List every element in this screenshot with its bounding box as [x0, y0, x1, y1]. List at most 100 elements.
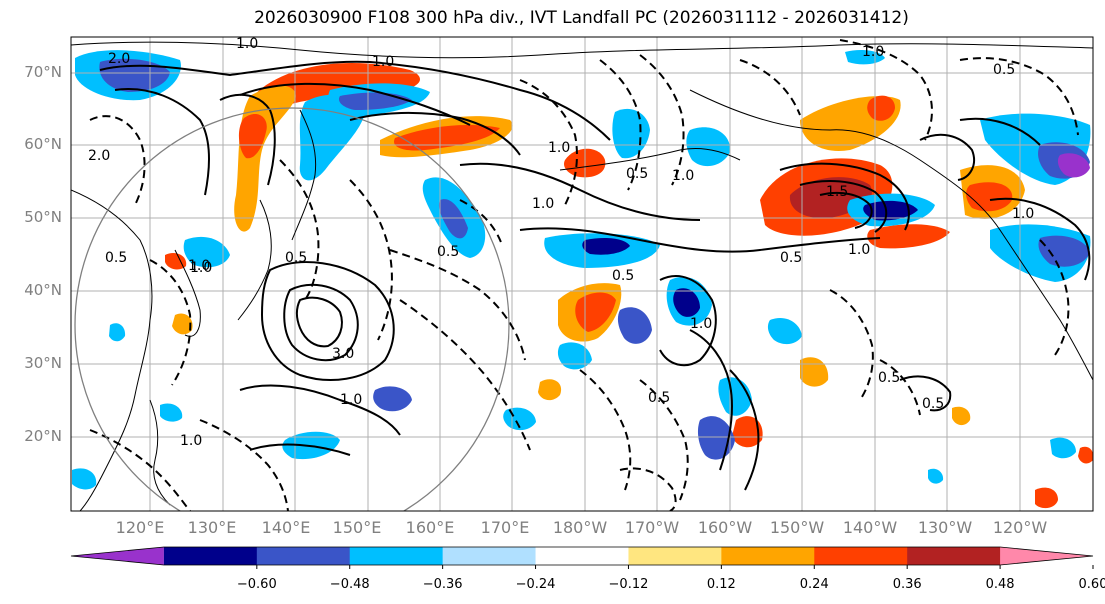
contour-solid: [99, 60, 611, 141]
longitude-label: 160°W: [697, 518, 753, 537]
shade-positive: [732, 416, 763, 448]
contour-dashed: [279, 159, 320, 301]
coastlines: [71, 41, 1093, 511]
contour-solid: [239, 82, 471, 126]
contour-solid: [260, 261, 395, 381]
colorbar-tick-label: 0.60: [1078, 577, 1105, 592]
longitude-label: 120°E: [115, 518, 165, 537]
colorbar-segment: [814, 547, 908, 565]
colorbar-tick-label: 0.12: [706, 577, 736, 592]
shade-negative: [1050, 437, 1076, 459]
shade-positive: [1035, 487, 1058, 509]
contour-label: 1.5: [826, 184, 848, 200]
latitude-label: 70°N: [24, 63, 62, 81]
contour-dashed: [349, 179, 393, 341]
shade-negative: [160, 403, 183, 422]
colorbar-segment: [721, 547, 815, 565]
contour-label: 0.5: [626, 166, 648, 182]
contour-solid: [249, 443, 351, 456]
contour-solid: [283, 283, 359, 362]
contour-dashed: [1039, 239, 1070, 356]
contour-dashed: [89, 115, 146, 206]
latitude-label: 30°N: [24, 354, 62, 372]
contour-label-group: 2.0 1.0 1.0 0.5 0.5 2.0 3.0 1.0 1.0 1.0 …: [88, 36, 1034, 449]
contour-dashed: [619, 467, 677, 511]
shade-positive: [800, 357, 829, 387]
contour-dashed: [149, 259, 192, 386]
colorbar-extend-high: [1000, 547, 1093, 565]
longitude-label: 140°E: [261, 518, 311, 537]
latitude-label: 60°N: [24, 135, 62, 153]
contour-solid: [519, 227, 881, 253]
contour-solid: [459, 162, 701, 221]
contour-label: 3.0: [332, 346, 354, 362]
shade-positive: [165, 253, 187, 270]
colorbar: [70, 546, 1094, 569]
contour-dashed: [199, 419, 289, 511]
contour-dashed: [879, 359, 921, 416]
colorbar-segment: [907, 547, 1001, 565]
radius-circle: [74, 107, 510, 511]
contour-label: 1.0: [672, 168, 694, 184]
contour-label: 0.5: [648, 390, 670, 406]
map-panel: 2.0 1.0 1.0 0.5 0.5 2.0 3.0 1.0 1.0 1.0 …: [71, 36, 1093, 511]
coast-arctic: [71, 41, 1093, 59]
latitude-label: 20°N: [24, 427, 62, 445]
contour-solid: [989, 197, 1091, 281]
shade-negative: [373, 386, 412, 412]
contour-solid: [689, 329, 733, 471]
longitude-label: 170°W: [624, 518, 680, 537]
shade-negative: [1038, 235, 1090, 267]
colorbar-tick-label: −0.36: [422, 577, 463, 592]
longitude-label: 130°W: [917, 518, 973, 537]
colorbar-tick-label: 0.24: [799, 577, 829, 592]
map-frame: [70, 36, 1094, 512]
contour-dashed: [389, 249, 526, 361]
colorbar-segment: [442, 547, 537, 565]
colorbar-tick-label: −0.12: [608, 577, 649, 592]
coast-asia: [71, 189, 153, 511]
contour-solid: [349, 111, 521, 156]
shade-negative: [686, 127, 731, 167]
longitude-label: 150°E: [332, 518, 382, 537]
contour-dashed: [399, 299, 531, 451]
shade-positive: [952, 406, 971, 426]
coast-korea: [174, 249, 201, 337]
longitude-label: 160°E: [405, 518, 455, 537]
shade-negative: [72, 468, 97, 490]
contour-label: 1.0: [236, 36, 258, 52]
contour-label: 0.5: [922, 396, 944, 412]
contour-solid: [799, 180, 888, 233]
ivt-contours-dashed: [89, 39, 1079, 511]
contour-dashed: [519, 79, 578, 206]
contour-dashed: [829, 289, 874, 401]
colorbar-segment: [628, 547, 722, 565]
colorbar-segment: [535, 547, 629, 565]
contour-label: 1.0: [340, 392, 362, 408]
shade-negative: [767, 317, 802, 345]
contour-dashed: [839, 39, 933, 141]
contour-solid: [819, 191, 873, 229]
contour-dashed: [89, 429, 191, 511]
contour-dashed: [959, 57, 1079, 136]
contour-dashed: [639, 379, 689, 501]
shade-positive: [538, 379, 562, 401]
contour-solid: [296, 296, 343, 348]
shade-negative: [183, 236, 230, 268]
colorbar-tick-label: 0.48: [985, 577, 1015, 592]
contour-solid: [239, 384, 401, 436]
shade-negative: [557, 342, 592, 370]
latitude-label: 40°N: [24, 281, 62, 299]
contour-label: 1.0: [848, 242, 870, 258]
contour-label: 1.0: [532, 196, 554, 212]
longitude-label: 180°W: [552, 518, 608, 537]
contour-dashed: [579, 369, 632, 491]
contour-solid: [779, 162, 910, 231]
shade-positive: [867, 224, 950, 249]
colorbar-tick-label: −0.24: [515, 577, 556, 592]
colorbar-extend-low: [71, 547, 164, 565]
colorbar-segment: [163, 547, 258, 565]
colorbar-segment: [256, 547, 351, 565]
contour-dashed: [739, 59, 801, 116]
